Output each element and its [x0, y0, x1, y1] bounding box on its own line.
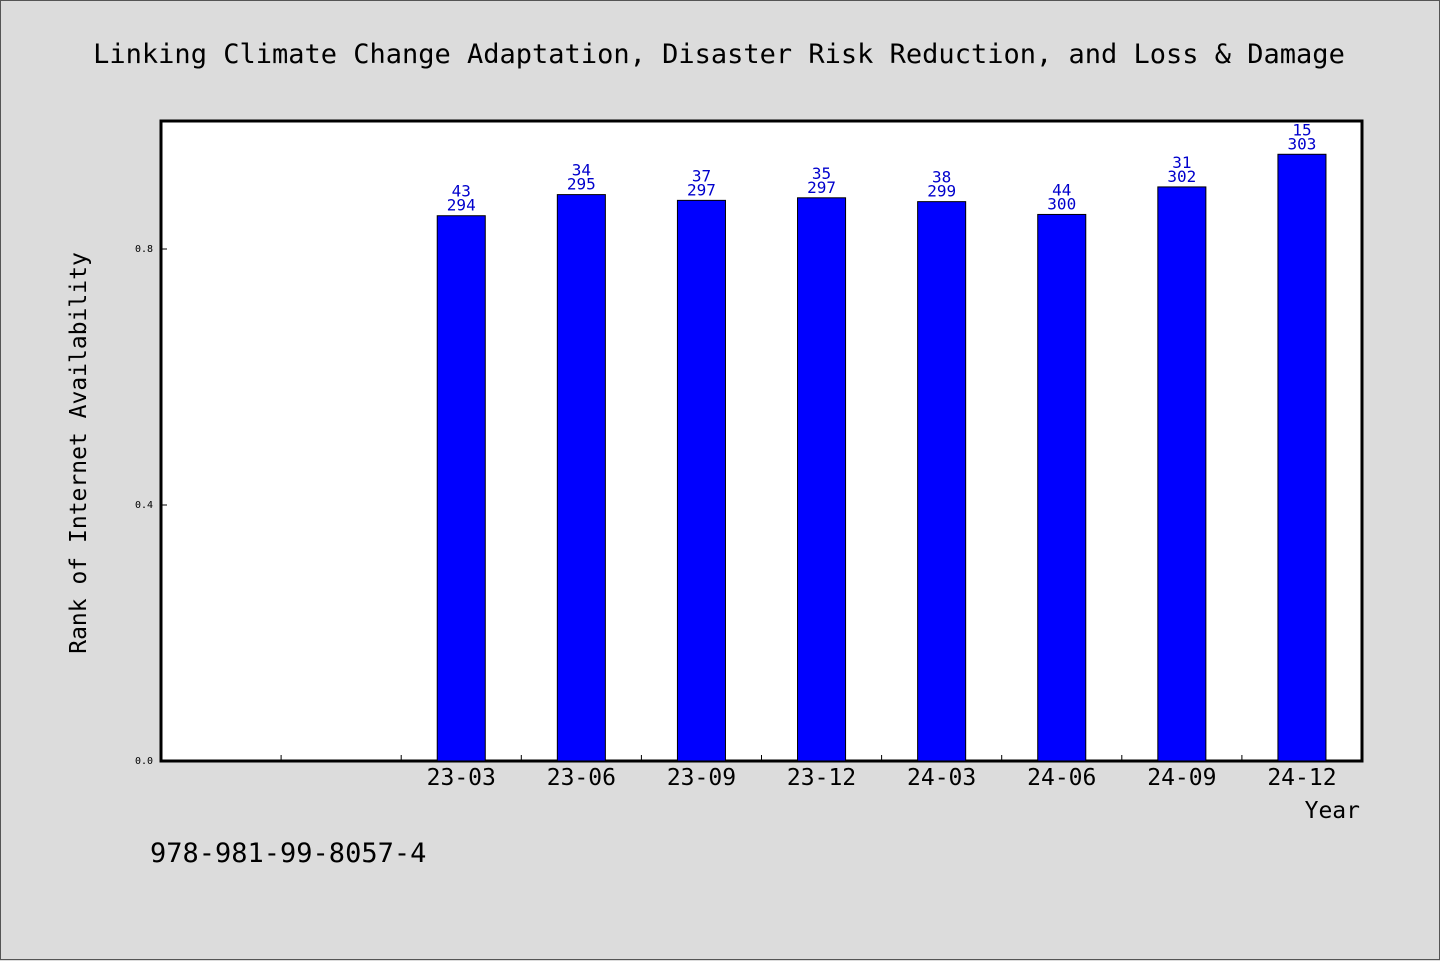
x-tick-label: 23-06	[547, 765, 616, 791]
bar-label-bottom: 300	[1047, 194, 1076, 213]
bar-label-top: 31	[1172, 153, 1191, 172]
bar	[917, 201, 967, 762]
bar-label-top: 38	[932, 168, 951, 187]
y-tick-label: 0.8	[135, 244, 153, 255]
bar-label-bottom: 303	[1287, 134, 1316, 153]
x-axis: 23-03 23-06 23-09 23-12 24-03 24-06 24-09 24-12	[280, 755, 1337, 791]
bar-label-top: 44	[1052, 180, 1071, 199]
bar	[436, 215, 486, 762]
bar-label-top: 35	[812, 164, 831, 183]
y-tick-label: 0.0	[135, 756, 153, 767]
bar-label-bottom: 299	[927, 182, 956, 201]
bar	[1037, 213, 1087, 762]
bar-label-top: 43	[452, 182, 471, 201]
x-tick-label: 24-09	[1147, 765, 1216, 791]
x-tick-label: 23-12	[787, 765, 856, 791]
x-tick-label: 24-03	[907, 765, 976, 791]
bar-label-bottom: 297	[687, 180, 716, 199]
bar	[797, 197, 847, 762]
chart-title: Linking Climate Change Adaptation, Disas…	[93, 39, 1345, 70]
y-axis-title: Rank of Internet Availability	[66, 252, 92, 654]
bar	[676, 199, 726, 762]
x-tick-label: 23-09	[667, 765, 736, 791]
isbn-text: 978-981-99-8057-4	[150, 838, 426, 869]
bar	[1157, 186, 1207, 762]
bar-label-bottom: 297	[807, 178, 836, 197]
bar-label-bottom: 294	[447, 196, 476, 215]
x-axis-title: Year	[1305, 798, 1360, 824]
bar-label-top: 34	[572, 161, 591, 180]
y-tick-label: 0.4	[135, 500, 153, 511]
x-tick-label: 24-06	[1027, 765, 1096, 791]
bar-label-bottom: 302	[1167, 167, 1196, 186]
bar-label-top: 37	[692, 166, 711, 185]
x-tick-label: 24-12	[1267, 765, 1336, 791]
bar-label-bottom: 295	[567, 175, 596, 194]
bar	[1277, 153, 1327, 762]
bar-label-top: 15	[1292, 120, 1311, 139]
x-tick-label: 23-03	[427, 765, 496, 791]
bar	[556, 194, 606, 762]
y-axis: 0.0 0.4 0.8	[135, 244, 167, 767]
